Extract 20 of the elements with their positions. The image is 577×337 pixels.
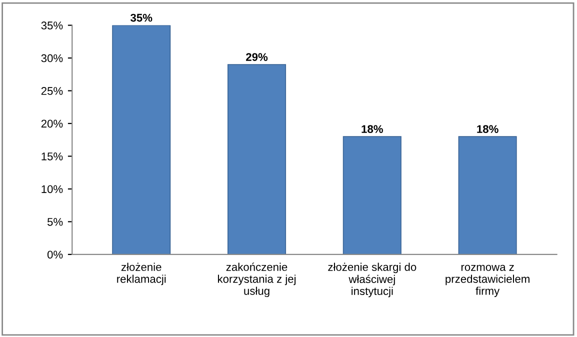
data-label: 18%	[477, 125, 498, 133]
bar	[227, 64, 286, 254]
bar	[458, 136, 517, 254]
x-tick-label: rozmowa z przedstawicielem firmy	[446, 264, 530, 298]
data-label: 29%	[246, 53, 268, 61]
x-tick-label: zakończenie korzystania z jej usług	[218, 262, 296, 298]
y-tick-label: 35%	[41, 22, 63, 30]
data-label: 35%	[130, 14, 152, 22]
y-tick-label: 0%	[47, 250, 63, 259]
y-tick-label: 5%	[47, 218, 63, 226]
y-tick-label: 15%	[42, 152, 63, 160]
bar	[112, 25, 171, 254]
x-tick-label: złożenie reklamacji	[117, 262, 166, 286]
data-label: 18%	[362, 125, 383, 133]
y-tick-label: 30%	[41, 54, 63, 62]
bar	[342, 136, 402, 254]
y-tick-label: 20%	[41, 120, 63, 128]
y-tick-label: 25%	[41, 87, 63, 95]
y-tick-label: 10%	[42, 185, 63, 194]
x-tick-label: złożenie skargi do właściwej instytucji	[328, 262, 416, 298]
